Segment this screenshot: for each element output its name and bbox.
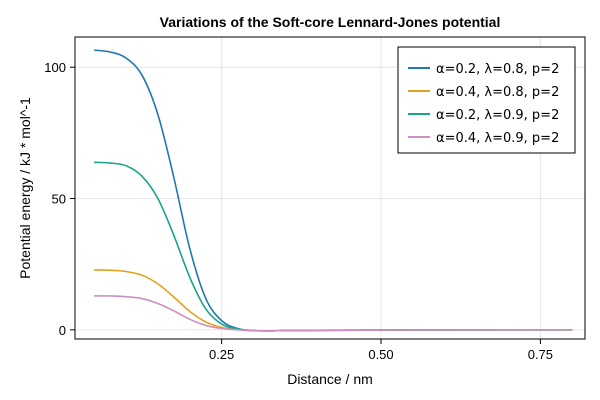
x-tick-label: 0.25: [209, 347, 234, 362]
legend-label-2: α=0.4, λ=0.8, p=2: [436, 85, 559, 100]
legend-box: [397, 46, 576, 154]
y-tick-label: 50: [52, 192, 66, 207]
legend-label-1: α=0.2, λ=0.8, p=2: [436, 62, 559, 77]
legend-label-4: α=0.4, λ=0.9, p=2: [436, 131, 559, 146]
y-tick-label: 0: [59, 323, 66, 338]
series-line-3: [94, 161, 573, 332]
series-line-2: [94, 269, 573, 332]
x-tick-label: 0.75: [528, 347, 553, 362]
series-lines: [94, 49, 573, 332]
y-axis-ticks: 0 50 100: [44, 60, 75, 338]
series-line-4: [94, 295, 573, 332]
y-tick-label: 100: [44, 60, 66, 75]
x-axis-ticks: 0.25 0.50 0.75: [209, 339, 553, 362]
plot-frame: [74, 36, 586, 340]
chart-title: Variations of the Soft-core Lennard-Jone…: [160, 14, 501, 30]
x-axis-label: Distance / nm: [287, 371, 373, 387]
y-axis-label: Potential energy / kJ * mol^-1: [17, 97, 33, 279]
legend: α=0.2, λ=0.8, p=2 α=0.4, λ=0.8, p=2 α=0.2,…: [397, 46, 576, 154]
x-tick-label: 0.50: [368, 347, 393, 362]
legend-label-3: α=0.2, λ=0.9, p=2: [436, 108, 559, 123]
